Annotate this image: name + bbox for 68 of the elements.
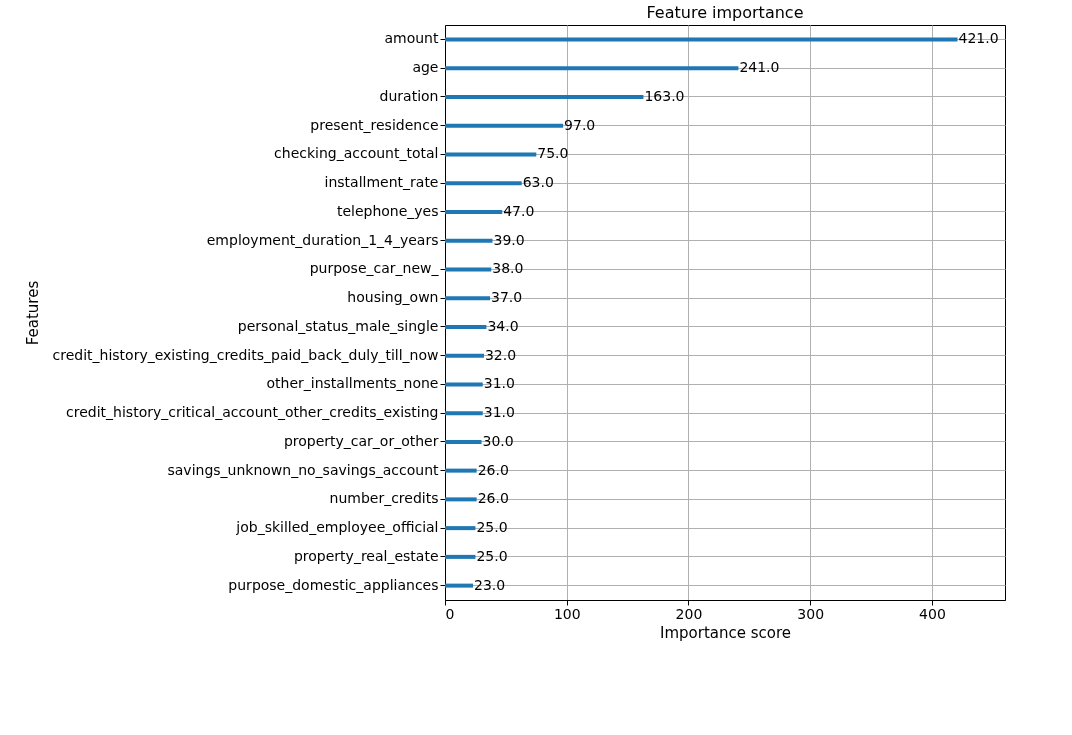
y-tick-label: number_credits [329, 490, 439, 507]
y-tick-label: purpose_car_new_ [309, 260, 440, 277]
bar [445, 238, 493, 243]
data-label: 163.0 [644, 87, 685, 104]
bar [445, 267, 492, 272]
y-tick-label: amount [384, 30, 439, 47]
bar [445, 554, 476, 559]
x-tick-label: 100 [553, 605, 581, 622]
bar [445, 152, 537, 157]
y-tick-label: job_skilled_employee_official [235, 519, 439, 536]
y-tick-label: present_residence [310, 116, 439, 133]
bar [445, 583, 473, 588]
data-label: 32.0 [484, 346, 517, 363]
y-tick-label: checking_account_total [274, 145, 439, 162]
y-tick-label: credit_history_existing_credits_paid_back_duly_till_now [52, 346, 439, 363]
y-tick-label: property_car_or_other [283, 432, 439, 449]
bar [445, 497, 477, 502]
x-tick-label: 200 [675, 605, 703, 622]
data-label: 38.0 [492, 260, 524, 277]
data-label: 75.0 [537, 145, 569, 162]
bar [445, 66, 739, 71]
x-tick-label: 400 [919, 605, 946, 622]
bar [445, 123, 564, 128]
bar [445, 209, 503, 214]
data-label: 25.0 [476, 519, 508, 536]
bar [445, 94, 644, 99]
y-tick-label: employment_duration_1_4_years [206, 231, 439, 248]
y-tick-label: other_installments_none [266, 375, 439, 392]
bar [445, 382, 483, 387]
data-label: 63.0 [522, 174, 554, 191]
y-tick-label: age [412, 59, 439, 76]
data-label: 97.0 [564, 116, 596, 133]
data-label: 47.0 [503, 202, 535, 219]
data-label: 31.0 [483, 375, 515, 392]
y-tick-label: duration [379, 87, 439, 104]
y-tick-label: personal_status_male_single [237, 317, 439, 334]
data-label: 23.0 [474, 576, 506, 593]
y-tick-label: purpose_domestic_appliances [228, 576, 439, 593]
data-label: 39.0 [493, 231, 525, 248]
bar [445, 37, 958, 42]
y-tick-label: property_real_estate [293, 547, 439, 564]
bar [445, 411, 483, 416]
y-tick-label: housing_own [347, 289, 439, 306]
data-label: 25.0 [476, 547, 508, 564]
data-label: 421.0 [958, 30, 999, 47]
data-label: 34.0 [487, 317, 519, 334]
bar [445, 353, 484, 358]
data-label: 30.0 [482, 432, 514, 449]
data-label: 26.0 [477, 461, 509, 478]
data-label: 26.0 [477, 490, 509, 507]
y-tick-label: credit_history_critical_account_other_credits_existing [66, 404, 439, 421]
y-tick-label: installment_rate [324, 174, 439, 191]
bar [445, 324, 487, 329]
x-tick-label: 0 [445, 605, 455, 622]
x-tick-label: 300 [797, 605, 825, 622]
x-axis-title: Importance score [659, 623, 792, 642]
data-label: 241.0 [739, 59, 780, 76]
y-axis-title: Features [23, 280, 42, 346]
y-tick-label: savings_unknown_no_savings_account [167, 461, 440, 478]
chart-title: Feature importance [646, 3, 804, 22]
data-label: 37.0 [491, 289, 523, 306]
bar [445, 439, 482, 444]
y-tick-label: telephone_yes [336, 202, 439, 219]
bar [445, 181, 522, 186]
data-label: 31.0 [483, 404, 515, 421]
bar [445, 468, 477, 473]
bar [445, 526, 476, 531]
bar [445, 296, 491, 301]
